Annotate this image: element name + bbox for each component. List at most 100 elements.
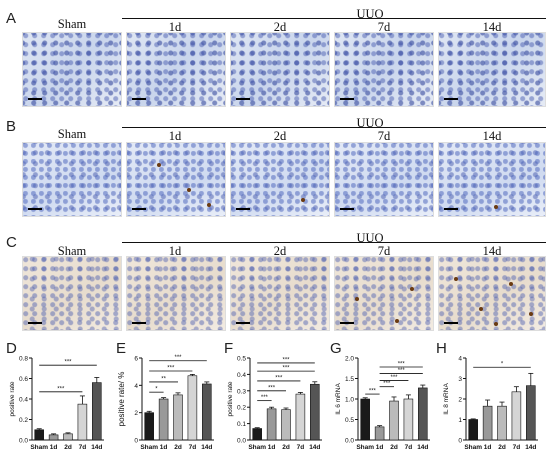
row-a-label-1d: 1d	[168, 20, 182, 34]
scale-bar	[132, 98, 146, 100]
chart-h: 0 1 2 3 4 IL 8 mRNA Sham 1d 2d 7d 14d *	[434, 350, 544, 463]
significance-label: ***	[57, 386, 65, 392]
micrograph-b-7d	[334, 142, 434, 217]
chart-g-svg: 0.0 0.5 1.0 1.5 2.0 IL 6 mRNA Sham 1d 2d 7d 14d ***…	[335, 356, 430, 451]
row-c-label-7d: 7d	[377, 244, 391, 258]
significance-label: ***	[398, 362, 406, 368]
bar	[34, 429, 44, 441]
bar	[389, 400, 399, 441]
x-tick-label: Sham	[464, 444, 482, 451]
scale-bar	[28, 208, 42, 210]
bar	[281, 409, 291, 441]
bar	[63, 433, 73, 441]
x-tick-label: Sham	[30, 444, 48, 451]
x-tick-label: 1d	[376, 444, 384, 451]
x-tick-label: 1d	[268, 444, 276, 451]
x-tick-label: 1d	[160, 444, 168, 451]
scale-bar	[236, 322, 250, 324]
significance-label: ***	[64, 360, 72, 366]
scale-bar	[444, 322, 458, 324]
x-tick-label: Sham	[140, 444, 158, 451]
stained-cell	[529, 312, 533, 316]
row-c-group-label: UUO	[356, 231, 384, 245]
micrograph-a-14d	[438, 32, 546, 107]
y-tick-label: 0.5	[237, 356, 246, 363]
row-a-group-label: UUO	[356, 7, 384, 21]
y-tick-label: 0	[134, 438, 138, 445]
scale-bar	[340, 208, 354, 210]
x-tick-label: 7d	[297, 444, 305, 451]
bar	[374, 426, 385, 441]
row-a-label-14d: 14d	[482, 20, 502, 34]
y-tick-label: 4	[458, 356, 462, 363]
significance-label: *	[155, 387, 158, 393]
y-axis-label: IL 6 mRNA	[335, 383, 342, 415]
x-tick-label: 2d	[390, 444, 398, 451]
panel-letter-b: B	[6, 118, 17, 135]
bar	[511, 391, 522, 441]
scale-bar	[132, 322, 146, 324]
panel-letter-a: A	[6, 10, 17, 27]
scale-bar	[28, 322, 42, 324]
row-b-group-line	[122, 127, 546, 128]
stained-cell	[410, 287, 414, 291]
scale-bar	[444, 208, 458, 210]
y-tick-label: 3	[458, 376, 462, 383]
micrograph-a-7d	[334, 32, 434, 107]
panel-letter-e: E	[116, 340, 127, 357]
y-tick-label: 0.5	[345, 417, 354, 424]
bar	[310, 383, 320, 441]
row-a-label-7d: 7d	[377, 20, 391, 34]
scale-bar	[236, 208, 250, 210]
row-a-label-2d: 2d	[273, 20, 287, 34]
x-tick-label: 7d	[79, 444, 87, 451]
panel-letter-f: F	[224, 340, 234, 357]
micrograph-b-2d	[230, 142, 330, 217]
chart-f: 0.0 0.1 0.2 0.3 0.4 0.5 positive rate Sham 1d 2d 7…	[218, 350, 328, 463]
chart-h-svg: 0 1 2 3 4 IL 8 mRNA Sham 1d 2d 7d 14d *	[443, 356, 538, 451]
stained-cell	[509, 282, 513, 286]
significance-label: ***	[398, 368, 406, 374]
scale-bar	[132, 208, 146, 210]
y-tick-label: 2.0	[345, 356, 354, 363]
y-tick-label: 0.0	[237, 438, 246, 445]
x-tick-label: 14d	[525, 444, 536, 451]
y-tick-label: 0.8	[19, 356, 28, 363]
bar	[202, 383, 212, 441]
x-tick-label: 14d	[417, 444, 428, 451]
row-b-label-1d: 1d	[168, 129, 182, 143]
bar	[187, 375, 198, 441]
chart-g: 0.0 0.5 1.0 1.5 2.0 IL 6 mRNA Sham 1d 2d 7d 14d ***…	[326, 350, 436, 463]
y-tick-label: 0.2	[19, 417, 28, 424]
panel-letter-c: C	[6, 234, 17, 251]
bar	[266, 408, 277, 441]
x-tick-label: 1d	[484, 444, 492, 451]
y-tick-label: 2	[458, 397, 462, 404]
y-axis-label: IL 8 mRNA	[443, 383, 450, 415]
y-tick-label: 0	[458, 438, 462, 445]
micrograph-c-sham	[22, 256, 122, 331]
bar	[526, 385, 536, 441]
stained-nucleus	[187, 188, 191, 192]
chart-d: 0.0 0.2 0.4 0.6 0.8 positive rate Sham 1d 2d 7d 14…	[0, 350, 110, 463]
x-tick-label: 1d	[50, 444, 58, 451]
stained-nucleus	[301, 198, 305, 202]
y-tick-label: 1.0	[345, 397, 354, 404]
y-tick-label: 0.2	[237, 405, 246, 412]
stained-cell	[395, 319, 399, 323]
row-c-group-line	[122, 242, 546, 243]
row-c-label-2d: 2d	[273, 244, 287, 258]
significance-label: ***	[369, 389, 377, 395]
row-b-label-sham: Sham	[57, 127, 87, 141]
row-b-group-label: UUO	[356, 116, 384, 130]
y-axis-label: positive rate	[9, 381, 16, 416]
significance-label: ***	[275, 375, 283, 381]
bar	[295, 393, 306, 441]
micrograph-c-2d	[230, 256, 330, 331]
x-tick-label: 7d	[189, 444, 197, 451]
y-tick-label: 0.6	[19, 376, 28, 383]
significance-label: ***	[268, 385, 276, 391]
y-tick-label: 0.4	[237, 372, 246, 379]
scale-bar	[28, 98, 42, 100]
